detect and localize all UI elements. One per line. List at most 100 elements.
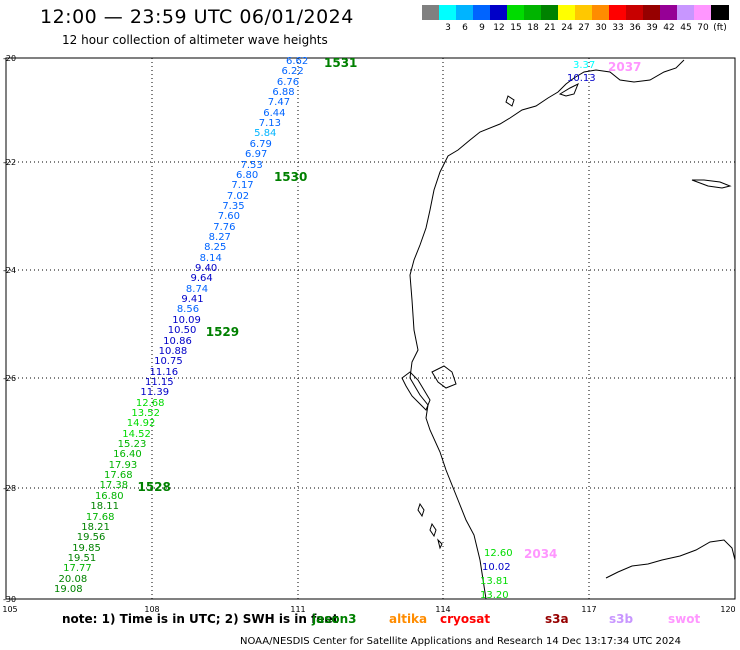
scale-swatch [609,5,627,20]
scale-label: 33 [612,23,624,33]
wave-height-label: 16.80 [94,490,124,502]
notes-line: note: 1) Time is in UTC; 2) SWH is in fe… [62,612,338,626]
wave-height-label: 6.22 [281,66,304,78]
scale-swatch [575,5,593,20]
wave-height-label: 7.76 [213,221,236,233]
wave-height-label: 13.20 [480,590,509,601]
wave-height-label: 18.21 [81,521,110,533]
y-tick-label: -24 [3,266,16,275]
wave-height-label: 19.08 [54,584,83,595]
wave-height-label: 14.92 [126,418,156,430]
wave-height-label: 6.76 [276,76,300,88]
scale-swatch [660,5,678,20]
scale-label: 24 [561,23,573,33]
scale-label: 18 [527,23,539,33]
wave-height-label: 6.80 [235,169,259,181]
scale-swatch [456,5,474,20]
wave-height-label: 7.60 [217,211,241,223]
satellite-legend-item: s3b [609,612,634,626]
x-tick-label: 114 [435,605,450,614]
wave-height-label: 6.62 [286,56,309,67]
wave-height-label: 11.15 [144,376,174,388]
satellite-legend-item: s3a [545,612,569,626]
map-title: 12:00 — 23:59 UTC 06/01/2024 [40,6,354,28]
wave-height-label: 6.97 [245,149,268,161]
wave-height-label: 7.47 [267,97,291,109]
wave-height-label: 17.38 [99,480,129,492]
x-tick-label: 120 [720,605,735,614]
track-time-label: 2037 [608,60,642,74]
wave-height-label: 3.37 [573,60,596,71]
wave-height-label: 13.81 [480,576,509,587]
wave-height-label: 9.41 [181,294,204,306]
wave-height-label: 9.64 [190,273,213,285]
scale-label: 6 [462,23,468,33]
coastline-australia [401,59,736,600]
wave-height-label: 17.77 [63,563,92,575]
track-time-label: 1529 [205,325,240,340]
track-time-label: 1528 [137,480,171,495]
scale-label: 15 [510,23,522,33]
wave-height-label: 10.13 [567,73,596,84]
wave-height-label: 15.23 [117,439,147,451]
scale-label: 39 [646,23,658,33]
wave-height-label: 7.13 [258,118,281,130]
map-subtitle: 12 hour collection of altimeter wave hei… [62,33,328,47]
scale-label: 45 [680,23,692,33]
x-tick-label: 108 [144,605,159,614]
wave-height-label: 19.51 [67,552,97,564]
scale-swatch [524,5,542,20]
scale-swatch [541,5,559,20]
wave-height-label: 6.79 [249,138,272,150]
scale-swatch [643,5,661,20]
wave-height-label: 11.16 [149,366,179,378]
y-tick-label: -30 [3,595,16,604]
scale-label: 3 [445,23,451,33]
wave-height-label: 10.75 [154,356,183,368]
wave-height-label: 10.88 [158,345,188,357]
wave-height-label: 17.93 [108,459,138,471]
y-tick-label: -20 [3,54,16,63]
wave-height-label: 18.11 [90,501,120,513]
wave-height-label: 12.68 [135,397,165,409]
wave-height-label: 10.50 [167,325,197,337]
wave-height-label: 12.60 [484,548,513,559]
scale-label: 9 [479,23,485,33]
wave-height-label: 9.40 [195,263,218,275]
notes-prefix: note: 1) Time is in UTC; 2) SWH is in fe… [62,612,339,626]
wave-height-label: 8.14 [199,252,222,264]
x-tick-label: 117 [581,605,596,614]
wave-height-label: 10.86 [163,335,192,347]
wave-height-label: 19.56 [76,532,106,544]
scale-label: 12 [493,23,505,33]
satellite-legend-item: swot [668,612,701,626]
x-tick-label: 105 [2,605,17,614]
wave-height-label: 20.08 [58,573,88,585]
track-time-label: 1531 [324,56,358,70]
wave-height-label: 7.02 [226,190,250,202]
wave-height-label: 8.25 [204,242,227,254]
scale-swatch [422,5,440,20]
scale-label: 27 [578,23,590,33]
scale-swatch [490,5,508,20]
y-tick-label: -22 [3,158,16,167]
track-time-label: 1530 [273,169,308,184]
wave-height-label: 8.74 [185,283,209,295]
scale-swatch [439,5,457,20]
wave-height-label: 7.17 [231,180,254,192]
wave-height-label: 14.52 [122,428,151,440]
wave-height-label: 10.09 [172,314,201,326]
wave-height-label: 8.27 [208,232,231,243]
wave-height-label: 19.85 [72,542,101,554]
scale-swatch [473,5,491,20]
wave-height-label: 7.53 [240,159,263,171]
satellite-legend-item: cryosat [440,612,491,626]
satellite-legend-item: altika [389,612,428,626]
scale-unit: (ft) [713,23,727,33]
wave-height-label: 17.68 [85,511,115,523]
wave-height-label: 5.84 [254,128,277,140]
wave-height-label: 7.35 [222,200,245,212]
x-tick-label: 111 [290,605,305,614]
axis-tick-labels: 105 108 111 114 117 120 -20 -22 -24 -26 -28 -30 [2,54,735,614]
